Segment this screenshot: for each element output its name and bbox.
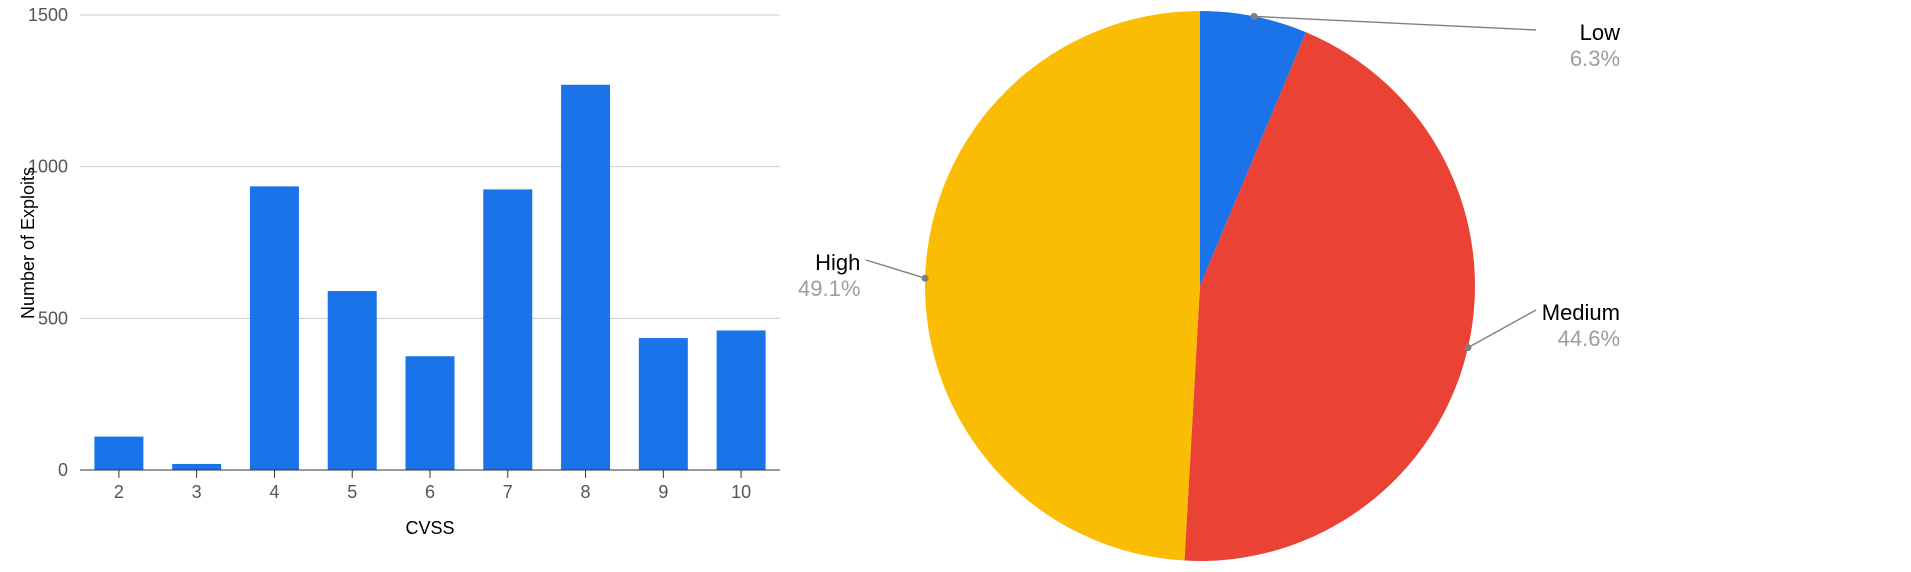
pie-label-low-name: Low [1570, 20, 1620, 46]
pie-label-high: High 49.1% [798, 250, 860, 303]
pie-label-high-pct: 49.1% [798, 276, 860, 302]
pie-leader-high [866, 260, 925, 278]
pie-slice-high [925, 11, 1200, 561]
pie-leader-low [1254, 16, 1536, 30]
pie-chart: Low 6.3% Medium 44.6% High 49.1% [0, 0, 1911, 572]
pie-label-low: Low 6.3% [1570, 20, 1620, 73]
pie-label-medium-name: Medium [1542, 300, 1620, 326]
pie-label-medium-pct: 44.6% [1542, 326, 1620, 352]
pie-leader-medium [1468, 310, 1536, 348]
charts-page: 0500100015002345678910 Number of Exploit… [0, 0, 1911, 572]
pie-label-high-name: High [798, 250, 860, 276]
pie-label-low-pct: 6.3% [1570, 46, 1620, 72]
pie-label-medium: Medium 44.6% [1542, 300, 1620, 353]
pie-chart-svg [0, 0, 1911, 572]
